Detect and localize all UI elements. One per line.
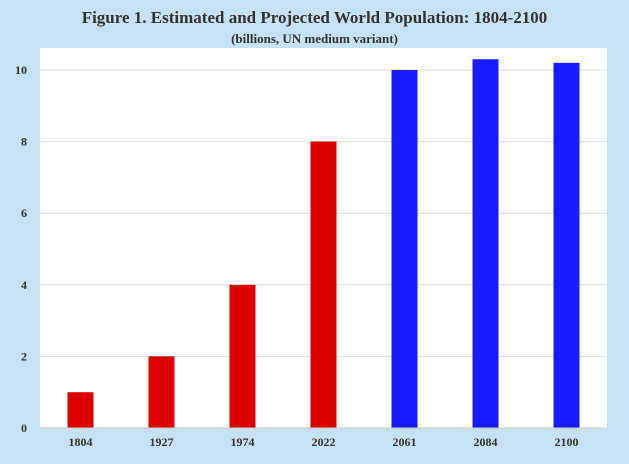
y-tick-label: 10 — [15, 63, 27, 77]
x-tick-label: 1974 — [231, 435, 255, 449]
y-tick-label: 6 — [21, 206, 27, 220]
chart-title: Figure 1. Estimated and Projected World … — [81, 8, 548, 27]
x-tick-label: 1804 — [69, 435, 93, 449]
y-tick-label: 4 — [21, 278, 27, 292]
chart-subtitle: (billions, UN medium variant) — [231, 31, 398, 46]
x-tick-label: 2100 — [555, 435, 579, 449]
bar-2061 — [391, 70, 418, 428]
x-tick-label: 2061 — [393, 435, 417, 449]
bar-1927 — [148, 356, 175, 428]
x-tick-label: 1927 — [150, 435, 174, 449]
y-tick-label: 8 — [21, 135, 27, 149]
y-tick-label: 2 — [21, 349, 27, 363]
x-tick-label: 2084 — [474, 435, 498, 449]
bar-2084 — [472, 59, 499, 428]
bar-1974 — [229, 284, 256, 428]
bar-2100 — [553, 62, 580, 429]
bar-2022 — [310, 141, 337, 428]
bar-1804 — [67, 392, 94, 428]
y-tick-label: 0 — [21, 421, 27, 435]
x-tick-label: 2022 — [312, 435, 336, 449]
